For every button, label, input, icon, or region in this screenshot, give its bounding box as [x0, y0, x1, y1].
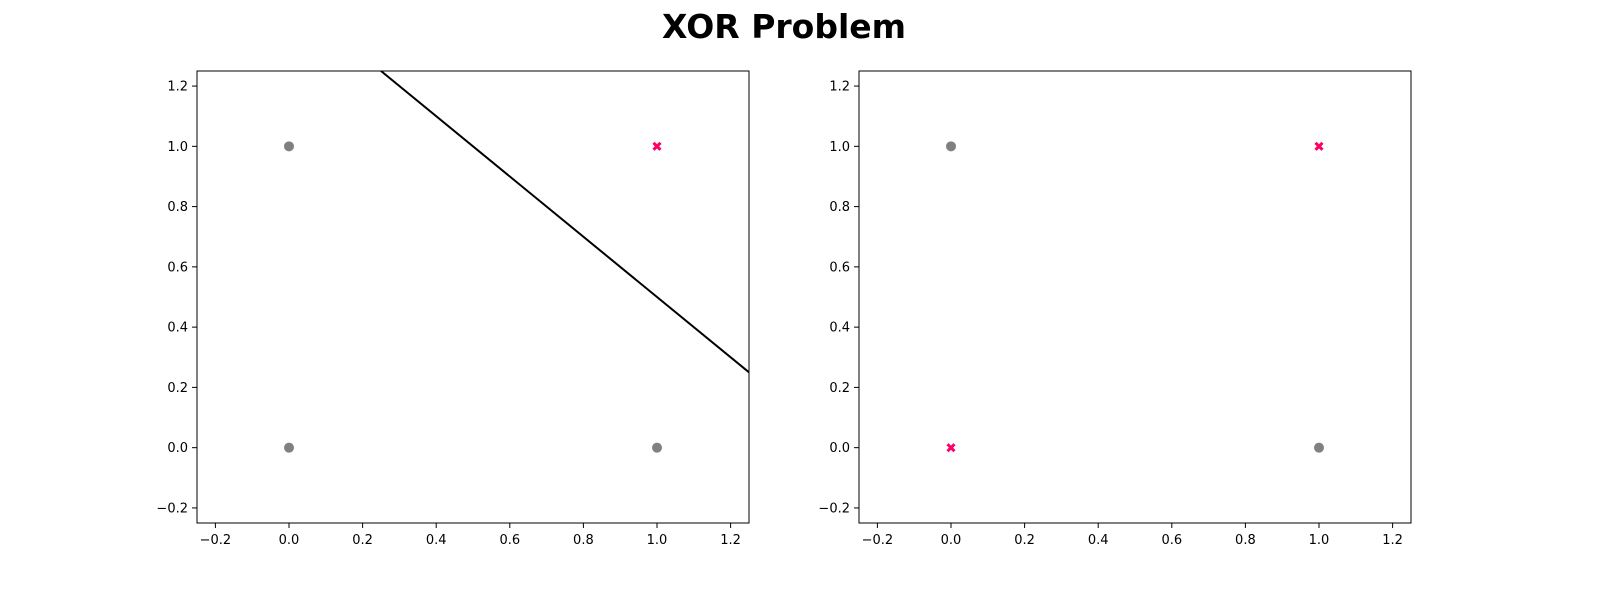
left-x-tick-label: 0.8 — [573, 533, 594, 548]
left-circle-point — [652, 442, 662, 453]
left-x-point — [652, 141, 662, 151]
left-x-tick-label: 0.0 — [279, 533, 300, 548]
left-y-tick-label: 1.2 — [167, 80, 188, 95]
right-y-tick-label: 0.4 — [829, 321, 850, 336]
scatter-plot-right: −0.2 0.0 0.2 0.4 0.6 0.8 1.0 1.2 −0.2 0.0 0.2 0.4 0.… — [818, 70, 1412, 548]
left-circle-point — [284, 141, 294, 152]
figure-title: XOR Problem — [662, 7, 906, 46]
right-axes-frame — [858, 70, 1412, 524]
right-circle-point — [946, 141, 956, 152]
left-x-tick-label: 1.2 — [720, 533, 741, 548]
right-y-tick-label: 0.2 — [829, 381, 850, 396]
left-circle-point — [284, 442, 294, 453]
left-x-tick-label: 0.2 — [352, 533, 373, 548]
right-x-tick-label: 0.0 — [941, 533, 962, 548]
right-y-tick-label: 0.0 — [829, 441, 850, 456]
right-y-tick-label: 1.0 — [829, 140, 850, 155]
left-x-tick-label: −0.2 — [200, 533, 232, 548]
right-x-tick-label: 0.2 — [1014, 533, 1035, 548]
right-y-tick-label: 0.8 — [829, 200, 850, 215]
left-decision-line — [380, 71, 749, 374]
left-x-tick-label: 1.0 — [647, 533, 668, 548]
right-x-point — [946, 443, 956, 453]
left-y-tick-label: 0.4 — [167, 321, 188, 336]
scatter-plot-left: −0.2 0.0 0.2 0.4 0.6 0.8 1.0 1.2 −0.2 0.0 0.2 0.4 0.… — [156, 70, 750, 548]
right-circle-point — [1314, 442, 1324, 453]
right-y-tick-label: 0.6 — [829, 260, 850, 275]
left-y-tick-label: 0.0 — [167, 441, 188, 456]
right-x-tick-label: 0.4 — [1088, 533, 1109, 548]
left-axes-frame — [196, 70, 750, 524]
right-x-tick-label: 0.8 — [1235, 533, 1256, 548]
right-x-tick-label: 1.2 — [1382, 533, 1403, 548]
left-y-tick-label: 0.6 — [167, 260, 188, 275]
left-x-tick-label: 0.4 — [426, 533, 447, 548]
right-x-point — [1314, 141, 1324, 151]
right-x-tick-label: 0.6 — [1161, 533, 1182, 548]
left-y-tick-label: 0.2 — [167, 381, 188, 396]
left-y-tick-label: −0.2 — [156, 501, 188, 516]
left-y-tick-label: 0.8 — [167, 200, 188, 215]
right-x-tick-label: −0.2 — [862, 533, 894, 548]
right-y-tick-label: −0.2 — [818, 501, 850, 516]
right-y-tick-label: 1.2 — [829, 80, 850, 95]
left-y-tick-label: 1.0 — [167, 140, 188, 155]
left-x-tick-label: 0.6 — [499, 533, 520, 548]
right-x-tick-label: 1.0 — [1309, 533, 1330, 548]
